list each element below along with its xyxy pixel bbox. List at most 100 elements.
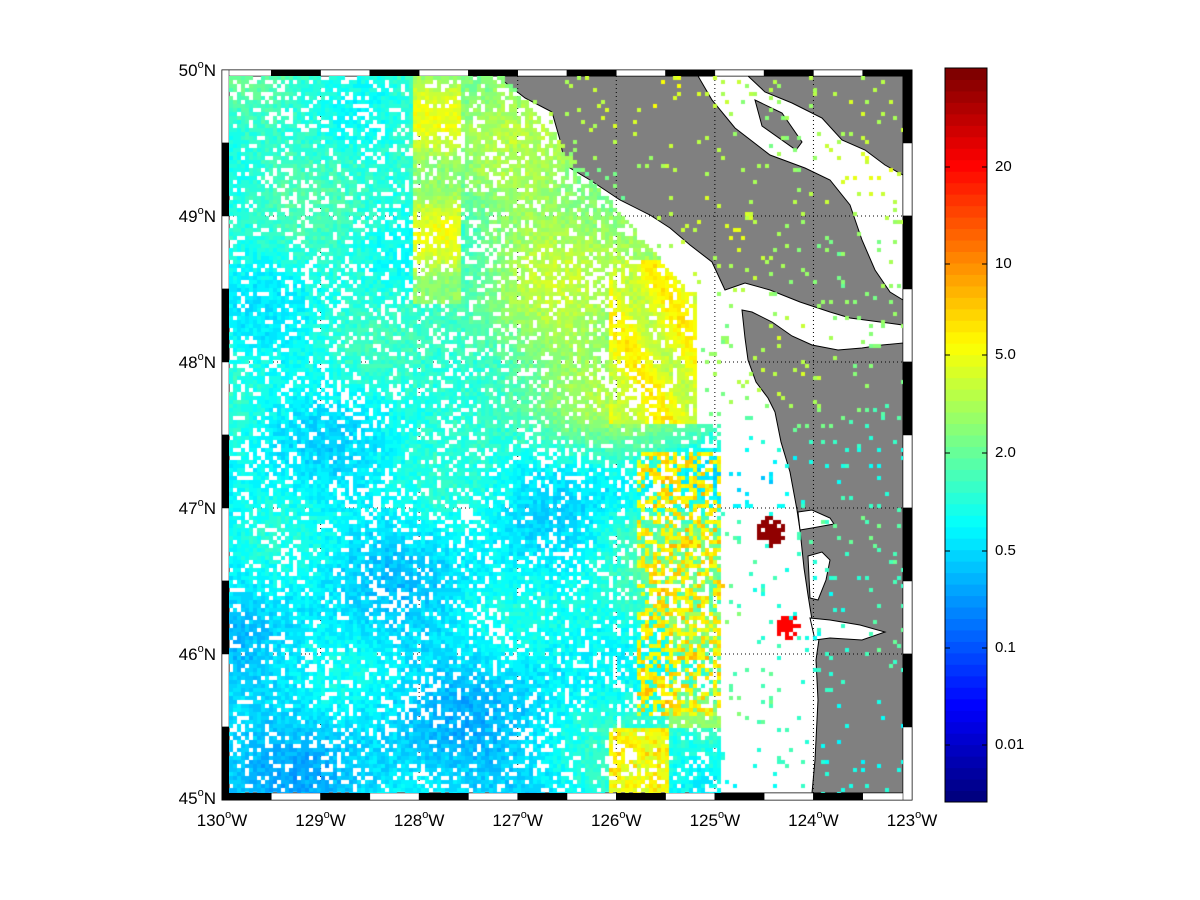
- degree-symbol: o: [619, 809, 626, 821]
- colorbar-swatch: [945, 171, 987, 184]
- colorbar-swatch: [945, 675, 987, 688]
- colorbar-swatch: [945, 159, 987, 172]
- hemisphere: W: [724, 811, 741, 830]
- frame-segment-right: [902, 653, 913, 728]
- colorbar-swatch: [945, 652, 987, 665]
- frame-segment-bottom: [221, 792, 272, 801]
- degree-symbol: o: [197, 59, 204, 71]
- degree-value: 129: [295, 811, 324, 830]
- frame-segment-left: [221, 653, 230, 728]
- frame-segment-left: [221, 507, 230, 582]
- latitude-label: 48oN: [178, 351, 216, 372]
- colorbar-swatch: [945, 584, 987, 597]
- frame-segment-left: [221, 288, 230, 363]
- colorbar-swatch: [945, 664, 987, 677]
- degree-symbol: o: [225, 809, 232, 821]
- degree-value: 45: [178, 789, 198, 808]
- frame-segment-left: [221, 361, 230, 436]
- frame-segment-bottom: [616, 792, 666, 801]
- colorbar-swatch: [945, 308, 987, 321]
- longitude-label: 127oW: [492, 809, 543, 829]
- colorbar-swatch: [945, 538, 987, 551]
- frame-segment-left: [221, 726, 230, 801]
- degree-symbol: o: [197, 497, 204, 509]
- degree-value: 123: [886, 811, 916, 830]
- colorbar-swatch: [945, 274, 987, 287]
- hemisphere: W: [428, 811, 445, 830]
- frame-segment-right: [902, 434, 913, 509]
- colorbar-swatch: [945, 515, 987, 528]
- colorbar-outline: [944, 67, 988, 803]
- colorbar-swatch: [945, 377, 987, 390]
- frame-segment-bottom: [418, 792, 469, 801]
- colorbar-tick-label: 20: [995, 158, 1012, 175]
- colorbar-swatch: [945, 457, 987, 470]
- colorbar-swatch: [945, 68, 987, 80]
- frame-segment-bottom: [714, 792, 765, 801]
- frame-segment-right: [902, 580, 913, 655]
- frame-segment-right: [902, 507, 913, 582]
- colorbar-swatch: [945, 698, 987, 711]
- colorbar-tick-label: 5.0: [995, 346, 1016, 363]
- hemisphere: W: [822, 811, 839, 830]
- degree-value: 50: [178, 61, 198, 80]
- colorbar-swatch: [945, 320, 987, 333]
- longitude-label: 126oW: [591, 809, 642, 829]
- hemisphere: W: [329, 811, 346, 830]
- longitude-label: 129oW: [295, 809, 346, 830]
- latitude-label: 50oN: [178, 59, 216, 80]
- colorbar-swatch: [945, 629, 987, 642]
- degree-symbol: o: [717, 809, 725, 821]
- frame-segment-bottom: [665, 792, 716, 801]
- latitude-label: 46oN: [178, 643, 216, 664]
- frame-segment-left: [221, 142, 230, 217]
- colorbar-swatch: [945, 285, 987, 298]
- frame-segment-bottom: [517, 792, 568, 801]
- longitude-label: 124oW: [788, 809, 839, 830]
- frame-segment-right: [902, 215, 913, 290]
- colorbar-swatch: [945, 607, 987, 619]
- hemisphere: N: [203, 789, 216, 808]
- colorbar-tick-label: 0.1: [995, 639, 1016, 656]
- colorbar-swatch: [945, 79, 987, 92]
- colorbar-swatch: [945, 251, 987, 264]
- colorbar-swatch: [945, 400, 987, 413]
- colorbar-swatch: [945, 102, 987, 115]
- colorbar-tick-label: 10: [995, 255, 1012, 272]
- colorbar-swatch: [945, 790, 987, 803]
- colorbar-swatch: [945, 435, 987, 447]
- degree-symbol: o: [816, 809, 823, 821]
- colorbar-swatch: [945, 503, 987, 516]
- longitude-label: 123oW: [886, 809, 938, 830]
- colorbar-swatch: [945, 446, 987, 459]
- degree-value: 46: [178, 645, 198, 664]
- colorbar-tick-label: 0.5: [995, 542, 1016, 559]
- degree-value: 48: [178, 353, 198, 372]
- colorbar-swatch: [945, 733, 987, 746]
- longitude-label: 130oW: [197, 809, 248, 829]
- colorbar-swatch: [945, 297, 987, 310]
- colorbar-tick-label: 2.0: [995, 444, 1016, 461]
- degree-symbol: o: [520, 809, 527, 821]
- colorbar-swatch: [945, 618, 987, 631]
- colorbar-swatch: [945, 767, 987, 780]
- colorbar-swatch: [945, 423, 987, 436]
- frame-segment-left: [221, 580, 230, 655]
- colorbar: [944, 67, 988, 803]
- latitude-label: 47oN: [179, 497, 216, 517]
- frame-segment-left: [221, 69, 230, 144]
- degree-symbol: o: [422, 809, 429, 821]
- colorbar-swatch: [945, 262, 987, 275]
- colorbar-swatch: [945, 194, 987, 207]
- colorbar-swatch: [945, 90, 987, 103]
- colorbar-swatch: [945, 744, 987, 757]
- colorbar-swatch: [945, 721, 987, 734]
- frame-segment-bottom: [813, 792, 863, 801]
- colorbar-swatch: [945, 526, 987, 539]
- colorbar-swatch: [945, 125, 987, 138]
- colorbar-swatch: [945, 205, 987, 218]
- colorbar-swatch: [945, 492, 987, 505]
- frame-segment-right: [902, 288, 913, 363]
- degree-symbol: o: [915, 809, 922, 821]
- colorbar-swatch: [945, 228, 987, 241]
